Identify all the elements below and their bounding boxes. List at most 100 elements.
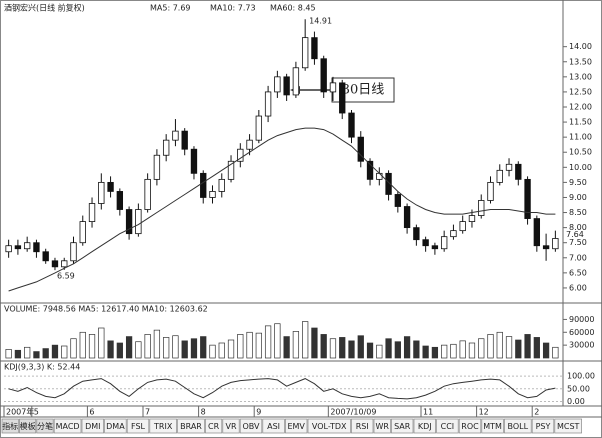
tab-label[interactable]: FSL xyxy=(131,422,146,431)
volume-bar xyxy=(348,340,355,359)
volume-bar xyxy=(24,346,31,359)
tab-label[interactable]: CCI xyxy=(441,422,455,431)
tab-label[interactable]: BRAR xyxy=(180,422,202,431)
candle-body xyxy=(478,200,485,216)
tab[interactable] xyxy=(504,418,532,434)
kdj-line xyxy=(8,378,556,400)
candle-body xyxy=(227,160,235,180)
date-label: 12 xyxy=(479,408,489,417)
y-tick-label: 14.00 xyxy=(569,42,592,51)
volume-bar xyxy=(163,337,170,359)
tab-label[interactable]: PSY xyxy=(536,422,551,431)
tab-label[interactable]: BOLL xyxy=(508,422,529,431)
tab[interactable] xyxy=(481,418,504,434)
tab[interactable] xyxy=(554,418,582,434)
y-tick-label: 6.00 xyxy=(569,283,587,292)
volume-bar xyxy=(116,342,123,359)
tab-label[interactable]: RSI xyxy=(356,422,369,431)
candle-body xyxy=(144,178,151,210)
tab[interactable] xyxy=(126,418,150,434)
tab-label[interactable]: EMV xyxy=(287,422,305,431)
date-label: 6 xyxy=(89,408,94,417)
tab[interactable] xyxy=(149,418,177,434)
date-label: 2007年 xyxy=(6,407,34,417)
volume-bar xyxy=(172,335,179,359)
candle-body xyxy=(505,163,513,171)
tab[interactable] xyxy=(104,418,127,434)
tab-label[interactable]: DMI xyxy=(85,422,100,431)
tab[interactable] xyxy=(19,418,37,434)
volume-bar xyxy=(311,327,318,359)
tab[interactable] xyxy=(81,418,104,434)
tab[interactable] xyxy=(351,418,374,434)
tab[interactable] xyxy=(458,418,482,434)
tab-label[interactable]: MACD xyxy=(56,422,80,431)
tab[interactable] xyxy=(222,418,240,434)
volume-bar xyxy=(441,344,448,359)
candle-body xyxy=(413,227,420,241)
tab-label[interactable]: VR xyxy=(225,422,236,431)
tab[interactable] xyxy=(205,418,223,434)
volume-bar xyxy=(5,349,12,359)
volume-bar xyxy=(42,348,49,359)
volume-bar xyxy=(79,331,86,359)
tab[interactable] xyxy=(307,418,351,434)
volume-bar xyxy=(237,334,244,359)
tab[interactable] xyxy=(53,418,82,434)
tab[interactable] xyxy=(1,418,19,434)
tab-label[interactable]: 模板 xyxy=(20,421,36,431)
kdj-tick-label: 100.00 xyxy=(567,372,595,381)
tab[interactable] xyxy=(391,418,414,434)
tab[interactable] xyxy=(262,418,285,434)
tab[interactable] xyxy=(177,418,205,434)
tab-label[interactable]: SAR xyxy=(394,422,411,431)
candle-body xyxy=(33,242,40,253)
tab-label[interactable]: OBV xyxy=(242,422,260,431)
last-label: 7.64 xyxy=(566,230,584,239)
volume-bar xyxy=(14,349,22,359)
volume-bar xyxy=(200,336,207,359)
y-tick-label: 6.50 xyxy=(569,268,587,277)
tab[interactable] xyxy=(436,418,459,434)
volume-header: VOLUME: 7948.56 MA5: 12617.40 MA10: 1260… xyxy=(4,305,208,314)
candle-body xyxy=(320,58,327,93)
candle-body xyxy=(329,82,337,93)
volume-bar xyxy=(468,342,476,359)
tab-label[interactable]: 分笔 xyxy=(37,421,53,431)
candle-body xyxy=(209,191,216,198)
candle-body xyxy=(376,172,383,180)
tab[interactable] xyxy=(373,418,391,434)
candle-body xyxy=(107,181,114,192)
tab-label[interactable]: ASI xyxy=(267,422,280,431)
tab-label[interactable]: WR xyxy=(375,422,389,431)
tab[interactable] xyxy=(531,418,555,434)
tab[interactable] xyxy=(36,418,54,434)
candle-body xyxy=(79,221,86,244)
tab-label[interactable]: MTM xyxy=(483,422,502,431)
tab[interactable] xyxy=(413,418,436,434)
volume-bar xyxy=(542,342,550,359)
volume-bar xyxy=(144,334,151,359)
tab[interactable] xyxy=(285,418,308,434)
tab-label[interactable]: ROC xyxy=(461,422,479,431)
ma-line xyxy=(8,127,556,292)
tab-label[interactable]: CR xyxy=(208,422,220,431)
tab[interactable] xyxy=(239,418,263,434)
candle-body xyxy=(200,172,207,198)
tab-label[interactable]: KDJ xyxy=(418,422,432,431)
tab-label[interactable]: VOL-TDX xyxy=(312,422,347,431)
date-label: 8 xyxy=(201,408,206,417)
candle-body xyxy=(70,242,77,262)
tab-label[interactable]: DMA xyxy=(106,422,125,431)
candle-body xyxy=(533,218,541,247)
volume-bar xyxy=(283,336,290,359)
tab-label[interactable]: MCST xyxy=(557,422,580,431)
volume-bar xyxy=(302,321,309,359)
date-label: 9 xyxy=(256,408,261,417)
y-tick-label: 9.00 xyxy=(569,193,587,202)
candle-body xyxy=(348,112,355,138)
date-label: 2 xyxy=(534,408,539,417)
tab-label[interactable]: 指标 xyxy=(2,421,18,431)
y-tick-label: 12.00 xyxy=(569,102,592,111)
tab-label[interactable]: TRIX xyxy=(153,422,173,431)
